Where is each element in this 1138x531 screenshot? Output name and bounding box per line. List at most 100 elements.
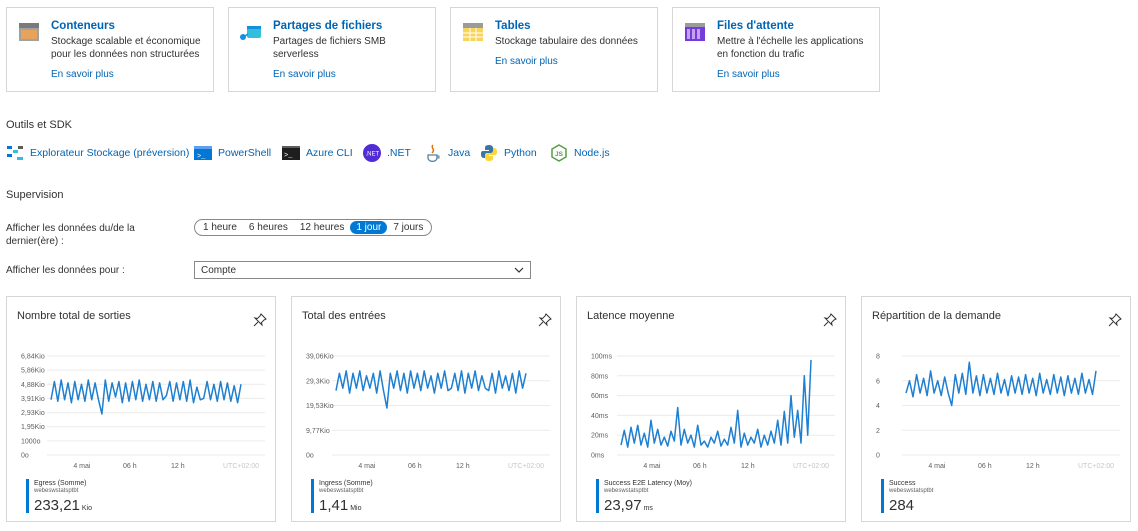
x-tick-label: 12 h (1026, 463, 1040, 470)
service-card-file-shares[interactable]: Partages de fichiers Partages de fichier… (228, 7, 436, 92)
nodejs-icon: JS (550, 144, 568, 162)
service-title[interactable]: Tables (495, 20, 531, 32)
line-chart: 8 6 4 2 0 4 mai 06 h 12 h UTC+02:00 (876, 354, 1120, 470)
pin-icon[interactable] (1108, 313, 1122, 327)
svg-text:>_: >_ (284, 152, 293, 160)
x-tick-label: 06 h (978, 463, 992, 470)
y-tick-label: 3,91Kio (21, 396, 45, 403)
legend-value: 1,41 Mio (319, 497, 361, 514)
summary-unit: Mio (350, 505, 362, 512)
service-description: Stockage tabulaire des données (495, 36, 638, 47)
tool-label: .NET (387, 147, 411, 159)
service-card-containers[interactable]: Conteneurs Stockage scalable et économiq… (6, 7, 214, 92)
legend-series-name: Ingress (Somme) (319, 480, 373, 487)
y-tick-label: 2 (876, 428, 880, 435)
legend-color-bar (311, 479, 314, 513)
time-range-selector: 1 heure 6 heures 12 heures 1 jour 7 jour… (194, 219, 433, 236)
x-tick-label: 4 mai (358, 463, 376, 470)
tile-title: Nombre total de sorties (17, 310, 131, 322)
time-option-7d[interactable]: 7 jours (393, 222, 424, 233)
series-line (905, 361, 1097, 407)
pin-icon[interactable] (253, 313, 267, 327)
tool-powershell[interactable]: >_ PowerShell (194, 143, 271, 163)
legend-resource: webeswstatsptbt (604, 488, 649, 494)
tool-azure-cli[interactable]: >_ Azure CLI (282, 143, 353, 163)
x-tick-label: 12 h (171, 463, 185, 470)
y-tick-label: 0o (306, 453, 314, 460)
learn-more-link[interactable]: En savoir plus (273, 69, 336, 80)
tile-title: Latence moyenne (587, 310, 675, 322)
pin-icon[interactable] (823, 313, 837, 327)
y-tick-label: 1,95Kio (21, 424, 45, 431)
tool-label: Python (504, 147, 537, 159)
summary-unit: ms (643, 505, 653, 512)
scope-dropdown[interactable]: Compte (194, 261, 531, 279)
x-tick-label: 4 mai (928, 463, 946, 470)
x-tick-label: 12 h (456, 463, 470, 470)
time-option-1d[interactable]: 1 jour (350, 221, 388, 234)
service-card-queues[interactable]: Files d'attente Mettre à l'échelle les a… (672, 7, 880, 92)
azure-cli-icon: >_ (282, 144, 300, 162)
legend-resource: webeswstatsptbt (34, 488, 79, 494)
metric-tile-ingress[interactable]: Total des entrées Ingress (Somme) webeswst… (291, 296, 561, 522)
tool-dotnet[interactable]: .NET .NET (363, 143, 411, 163)
time-option-12h[interactable]: 12 heures (299, 222, 345, 233)
x-tick-label: 4 mai (73, 463, 91, 470)
tool-storage-explorer[interactable]: Explorateur Stockage (préversion) (6, 143, 189, 163)
line-chart: 39,06Kio 29,3Kio 19,53Kio 9,77Kio 0o 4 mai 06 … (306, 354, 550, 470)
legend-value: 284 (889, 497, 916, 514)
timezone-label: UTC+02:00 (793, 463, 829, 470)
scope-dropdown-value: Compte (201, 265, 237, 276)
pin-icon[interactable] (538, 313, 552, 327)
series-line (335, 370, 527, 409)
time-range-label: Afficher les données du/de la dernier(èr… (6, 223, 135, 247)
python-icon (480, 144, 498, 162)
queues-icon (683, 20, 707, 44)
legend-series-name: Egress (Somme) (34, 480, 87, 487)
learn-more-link[interactable]: En savoir plus (495, 56, 558, 67)
timezone-label: UTC+02:00 (223, 463, 259, 470)
legend-series-name: Success (889, 480, 916, 487)
storage-explorer-icon (6, 144, 24, 162)
powershell-icon: >_ (194, 144, 212, 162)
y-tick-label: 39,06Kio (306, 354, 334, 361)
tool-python[interactable]: Python (480, 143, 537, 163)
timezone-label: UTC+02:00 (1078, 463, 1114, 470)
time-option-6h[interactable]: 6 heures (248, 222, 288, 233)
svg-text:>_: >_ (197, 153, 206, 161)
learn-more-link[interactable]: En savoir plus (717, 69, 780, 80)
y-tick-label: 29,3Kio (306, 378, 330, 385)
summary-value: 1,41 (319, 497, 349, 514)
summary-unit: Kio (81, 505, 93, 512)
metric-tile-egress[interactable]: Nombre total de sorties Egress (Somme) web… (6, 296, 276, 522)
y-tick-label: 19,53Kio (306, 403, 334, 410)
service-title[interactable]: Files d'attente (717, 20, 794, 32)
time-option-1h[interactable]: 1 heure (203, 222, 237, 233)
svg-text:.NET: .NET (366, 152, 380, 158)
tool-label: Node.js (574, 147, 610, 159)
summary-value: 284 (889, 497, 915, 514)
y-tick-label: 4,88Kio (21, 382, 45, 389)
y-tick-label: 9,77Kio (306, 428, 330, 435)
series-line (50, 379, 242, 415)
tool-java[interactable]: Java (424, 143, 470, 163)
service-title[interactable]: Partages de fichiers (273, 20, 383, 32)
legend-value: 233,21 Kio (34, 497, 92, 514)
learn-more-link[interactable]: En savoir plus (51, 69, 114, 80)
service-card-tables[interactable]: Tables Stockage tabulaire des données En… (450, 7, 658, 92)
service-description: Mettre à l'échelle les applications en f… (717, 36, 864, 60)
tile-title: Répartition de la demande (872, 310, 1002, 322)
metric-tile-latency[interactable]: Latence moyenne Success E2E Latency (Moy)… (576, 296, 846, 522)
y-tick-label: 4 (876, 403, 880, 410)
service-title[interactable]: Conteneurs (51, 20, 115, 32)
x-tick-label: 06 h (123, 463, 137, 470)
metric-tile-requests[interactable]: Répartition de la demande Success webeswst… (861, 296, 1131, 522)
line-chart: 100ms 80ms 60ms 40ms 20ms 0ms 4 mai 06 h 12 h UTC… (591, 354, 835, 470)
y-tick-label: 0 (876, 453, 880, 460)
tool-nodejs[interactable]: JS Node.js (550, 143, 610, 163)
containers-icon (17, 20, 41, 44)
legend-resource: webeswstatsptbt (889, 488, 934, 494)
y-tick-label: 1000o (21, 438, 41, 445)
y-tick-label: 6 (876, 378, 880, 385)
tables-icon (461, 20, 485, 44)
